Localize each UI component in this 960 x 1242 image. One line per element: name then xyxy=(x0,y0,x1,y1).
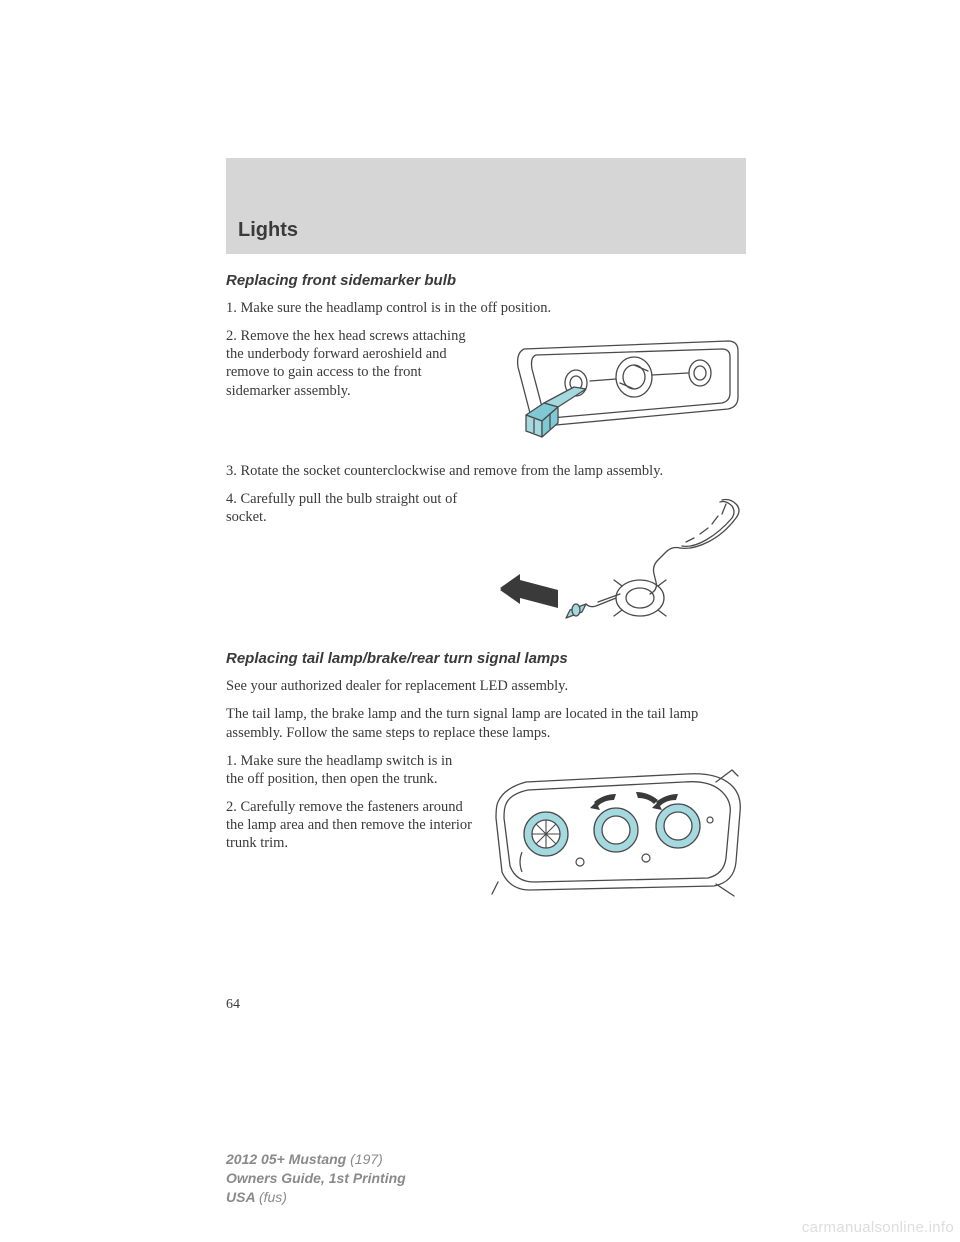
subheading-sidemarker: Replacing front sidemarker bulb xyxy=(226,272,746,289)
footer-region: USA xyxy=(226,1189,259,1205)
section-header: Lights xyxy=(226,158,746,254)
intro-text: The tail lamp, the brake lamp and the tu… xyxy=(226,705,746,741)
sidemarker-diagram xyxy=(486,327,746,452)
section-title: Lights xyxy=(238,219,298,242)
step-text: 1. Make sure the headlamp control is in … xyxy=(226,299,746,317)
page-number: 64 xyxy=(226,997,746,1013)
page-footer: 2012 05+ Mustang (197) Owners Guide, 1st… xyxy=(226,1150,406,1207)
footer-code: (197) xyxy=(350,1151,383,1167)
step-text: 2. Remove the hex head screws attaching … xyxy=(226,327,472,400)
bulb-pull-diagram xyxy=(486,490,746,640)
footer-guide: Owners Guide, 1st Printing xyxy=(226,1169,406,1188)
step-text: 1. Make sure the headlamp switch is in t… xyxy=(226,752,472,788)
footer-region-code: (fus) xyxy=(259,1189,287,1205)
step-text: 3. Rotate the socket counterclockwise an… xyxy=(226,462,746,480)
step-text: 4. Carefully pull the bulb straight out … xyxy=(226,490,472,526)
watermark: carmanualsonline.info xyxy=(802,1219,954,1236)
tail-lamp-diagram xyxy=(486,752,746,907)
step-text: 2. Carefully remove the fasteners around… xyxy=(226,798,472,852)
subheading-taillamp: Replacing tail lamp/brake/rear turn sign… xyxy=(226,650,746,667)
footer-model: 2012 05+ Mustang xyxy=(226,1151,350,1167)
intro-text: See your authorized dealer for replaceme… xyxy=(226,677,746,695)
